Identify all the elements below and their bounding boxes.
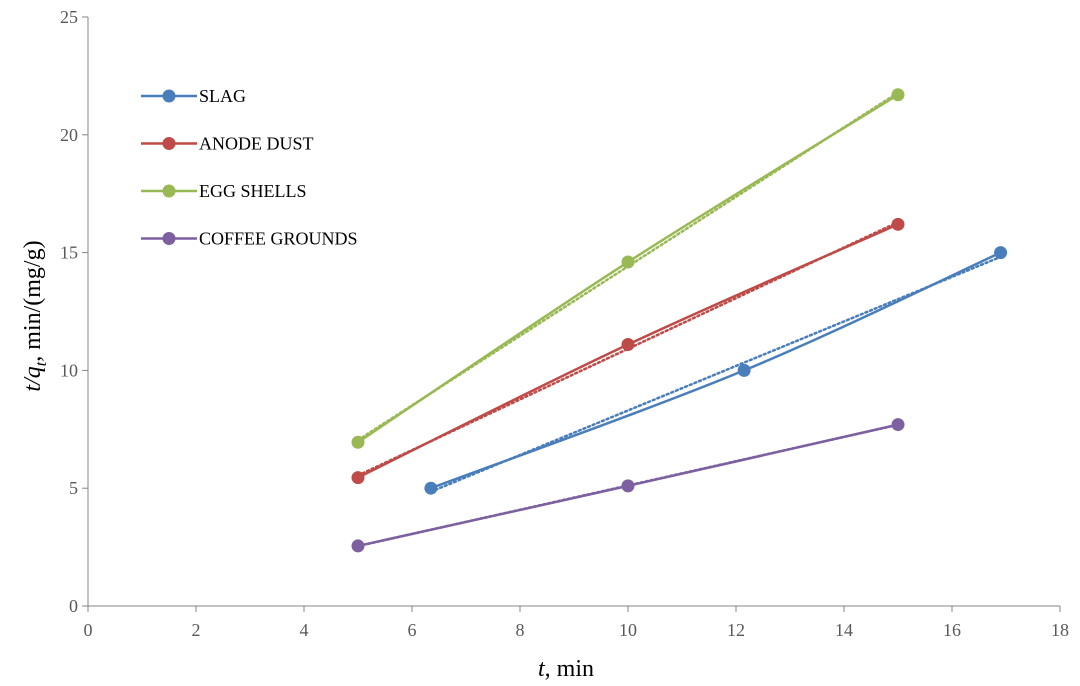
data-point xyxy=(351,471,365,485)
x-tick-label: 14 xyxy=(835,620,853,640)
series-line xyxy=(430,251,1002,490)
x-tick-label: 2 xyxy=(192,620,201,640)
data-point xyxy=(737,363,751,377)
y-tick-label: 20 xyxy=(60,125,78,145)
legend-label: EGG SHELLS xyxy=(199,181,307,201)
data-point xyxy=(891,88,905,102)
data-point xyxy=(621,255,635,269)
x-tick-label: 18 xyxy=(1051,620,1069,640)
legend-label: ANODE DUST xyxy=(199,134,314,154)
series-lines xyxy=(351,88,1008,553)
y-tick-label: 10 xyxy=(60,360,78,380)
x-axis-title-rest: , min xyxy=(545,656,594,682)
y-tick-label: 15 xyxy=(60,243,78,263)
x-axis-title-italic: t xyxy=(538,656,546,682)
y-axis-title-rest: , min/(mg/g) xyxy=(20,240,46,361)
axes: 0 2 4 6 8 10 12 14 16 18 0 5 10 15 20 25 xyxy=(60,7,1069,640)
data-point xyxy=(891,217,905,231)
legend-marker xyxy=(162,232,176,245)
data-point xyxy=(351,435,365,449)
x-tick-label: 4 xyxy=(300,620,309,640)
data-point xyxy=(621,337,635,351)
trendlines xyxy=(356,91,1002,548)
data-point xyxy=(891,418,905,432)
y-axis-title-italic: t/q xyxy=(20,366,46,391)
y-tick-label: 25 xyxy=(60,7,78,27)
legend-label: SLAG xyxy=(199,86,246,106)
x-axis-title: t, min xyxy=(538,656,594,682)
x-tick-label: 6 xyxy=(408,620,417,640)
x-tick-label: 16 xyxy=(943,620,961,640)
data-point xyxy=(621,479,635,493)
data-point xyxy=(424,481,438,495)
legend-marker xyxy=(162,137,176,150)
x-tick-label: 12 xyxy=(727,620,745,640)
y-axis-title: t/qt, min/(mg/g) xyxy=(20,240,50,391)
x-tick-label: 0 xyxy=(84,620,93,640)
legend-label: COFFEE GROUNDS xyxy=(199,229,358,249)
data-point xyxy=(351,539,365,553)
legend: SLAG ANODE DUST EGG SHELLS COFFEE GROUNDS xyxy=(141,86,358,249)
y-tick-label: 5 xyxy=(69,478,78,498)
legend-marker xyxy=(162,184,176,198)
x-tick-label: 10 xyxy=(619,620,637,640)
y-axis-title-subscript: t xyxy=(33,361,50,366)
x-tick-label: 8 xyxy=(516,620,525,640)
legend-marker xyxy=(162,89,176,103)
data-point xyxy=(994,246,1008,260)
y-tick-label: 0 xyxy=(69,596,78,616)
